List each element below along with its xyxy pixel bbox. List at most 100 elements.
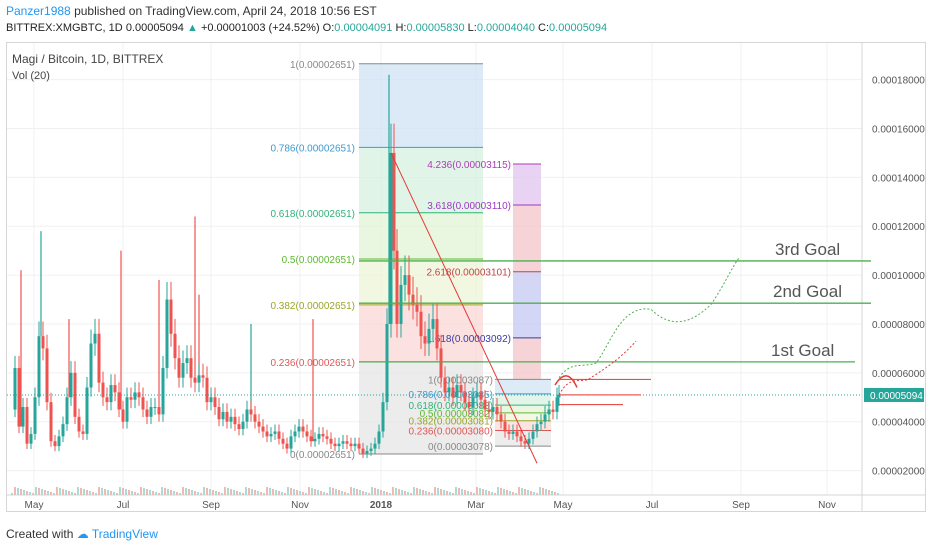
volume-bar [518,487,520,495]
volume-bar [416,488,418,495]
volume-bar [38,488,40,495]
volume-bar [47,491,49,495]
publish-header: Panzer1988 published on TradingView.com,… [6,4,377,18]
candle-body [57,436,61,447]
volume-bar [533,492,535,495]
volume-bar [104,489,106,495]
volume-bar [515,493,517,495]
volume-bar [134,492,136,495]
candle-body [535,424,539,432]
created-with-text: Created with [6,527,74,541]
volume-bar [521,488,523,495]
candle-body [169,299,173,334]
volume-bar [146,489,148,495]
candle-body [451,387,455,398]
fib1-level-label: 0(0.00002651) [290,450,355,461]
volume-bar [311,488,313,495]
candle-body [361,448,365,454]
author-link[interactable]: Panzer1988 [6,4,71,18]
volume-bar [122,488,124,495]
candle-body [547,409,551,415]
volume-bar [542,488,544,495]
volume-bar [161,487,163,495]
current-price-tag [864,387,924,402]
volume-bar [167,489,169,495]
current-price-label: 0.00005094 [870,391,923,402]
volume-bar [50,492,52,495]
x-tick-label: Jul [646,500,659,511]
candle-body [527,438,531,444]
candle-body [165,299,169,368]
volume-bar [260,492,262,495]
volume-bar [428,492,430,495]
projection-arc [554,375,578,388]
fib2-level-label: 1(0.00003087) [428,375,493,386]
volume-bar [305,493,307,495]
volume-bar [278,491,280,495]
candle-body [329,438,333,444]
volume-bar [182,487,184,495]
volume-bar [158,493,160,495]
volume-bar [128,490,130,495]
fib1-band [359,63,483,148]
volume-bar [308,487,310,495]
volume-bar [176,492,178,495]
volume-bar [242,493,244,495]
candle-body [201,375,205,378]
volume-bar [302,492,304,495]
volume-bar [239,492,241,495]
volume-bar [23,490,25,495]
y-tick-label: 0.00008000 [872,320,925,331]
fib1-level-label: 0.382(0.00002651) [270,301,355,312]
candle-body [507,431,511,434]
candle-body [245,409,249,422]
volume-bar [17,488,19,495]
volume-bar [440,489,442,495]
volume-bar [473,493,475,495]
candle-body [109,385,113,403]
volume-bar [92,492,94,495]
candle-body [233,416,237,425]
volume-bar [206,488,208,495]
volume-bar [203,487,205,495]
candle-body [29,433,33,444]
volume-bar [359,490,361,495]
volume-bar [53,493,55,495]
volume-bar [131,491,133,495]
volume-bar [509,491,511,495]
volume-bar [551,491,553,495]
candle-body [177,358,181,378]
candle-body [81,431,85,434]
chart-frame[interactable]: 0.00018000 0.00016000 0.00014000 0.00012000… [6,42,926,512]
goal-label: 2nd Goal [773,282,842,301]
tradingview-logo-icon[interactable]: ☁ [76,527,89,541]
candle-body [515,431,519,437]
volume-bar [368,493,370,495]
volume-bar [68,491,70,495]
volume-bar [248,488,250,495]
candle-body [475,392,479,398]
volume-bar [41,489,43,495]
volume-bar [197,492,199,495]
candle-body [157,407,161,415]
volume-bar [491,492,493,495]
candle-body [65,397,69,425]
volume-bar [257,491,259,495]
x-tick-label: Jul [117,500,130,511]
volume-bars [11,487,559,495]
volume-bar [458,488,460,495]
candle-body [499,414,503,422]
candle-body [297,426,301,432]
volume-bar [149,490,151,495]
y-tick-label: 0.00018000 [872,76,925,87]
fib2-band [495,405,551,413]
volume-bar [284,493,286,495]
candle-body [341,441,345,444]
volume-bar [59,488,61,495]
projected-path-red [558,340,637,396]
candle-body [551,409,555,412]
x-tick-label: Nov [291,500,309,511]
price-chart[interactable]: 0.00018000 0.00016000 0.00014000 0.00012000… [7,43,925,511]
candle-body [97,333,101,383]
tradingview-brand[interactable]: TradingView [91,527,158,541]
